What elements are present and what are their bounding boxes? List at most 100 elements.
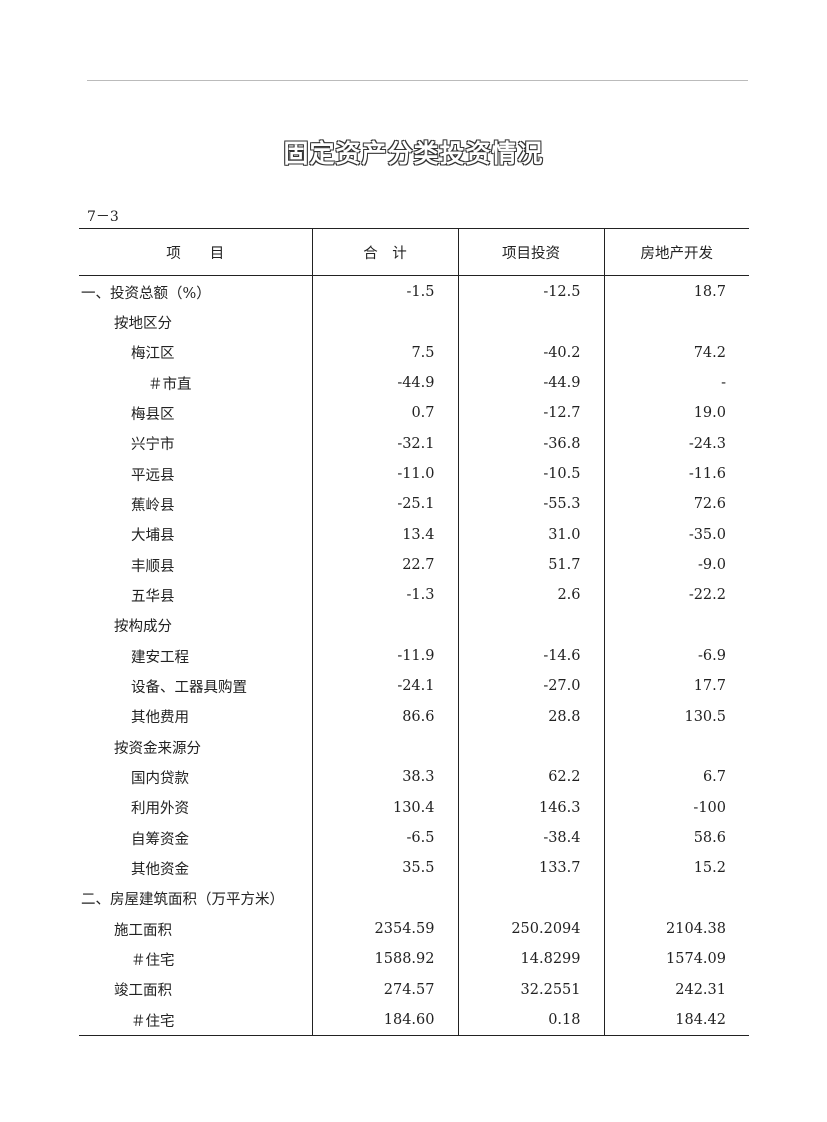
row-label: ＃住宅 [79, 1004, 312, 1037]
table-row: 五华县 -1.3 2.6 -22.2 [79, 580, 749, 611]
row-value: 15.2 [603, 853, 749, 884]
row-value [457, 307, 604, 338]
row-value [457, 731, 604, 763]
row-value [311, 731, 458, 763]
table-row: ＃住宅 184.60 0.18 184.42 [79, 1004, 749, 1037]
table-row: 竣工面积 274.57 32.2551 242.31 [79, 974, 749, 1005]
row-value: 19.0 [603, 398, 749, 429]
table-row: 其他费用 86.6 28.8 130.5 [79, 701, 749, 732]
row-label: 竣工面积 [114, 983, 172, 1000]
row-label: 梅县区 [131, 406, 175, 423]
row-value: 22.7 [311, 549, 458, 581]
row-value: 31.0 [457, 519, 604, 550]
row-label: ＃住宅 [131, 952, 175, 969]
row-value: 130.4 [311, 792, 458, 823]
header-item: 项 目 [79, 228, 312, 276]
row-value [311, 883, 458, 914]
table-row: 二、房屋建筑面积（万平方米） [79, 883, 749, 914]
row-value: 51.7 [457, 549, 604, 581]
table-row: 国内贷款 38.3 62.2 6.7 [79, 762, 749, 793]
row-label: 建安工程 [131, 649, 189, 666]
table-row: 平远县 -11.0 -10.5 -11.6 [79, 458, 749, 490]
row-value: -14.6 [457, 640, 604, 672]
row-value: -27.0 [457, 671, 604, 702]
page-title: 固定资产分类投资情况 [283, 139, 544, 168]
row-value: 32.2551 [457, 974, 604, 1005]
table-row: 自筹资金 -6.5 -38.4 58.6 [79, 822, 749, 854]
row-value: 14.8299 [457, 944, 604, 975]
row-value: -24.3 [603, 428, 749, 459]
table-row: 一、投资总额（%） -1.5 -12.5 18.7 [79, 275, 749, 308]
header-rule [87, 80, 748, 81]
table-row: 按地区分 [79, 307, 749, 338]
row-value [603, 883, 749, 914]
row-value: 0.7 [311, 398, 458, 429]
row-value [311, 610, 458, 641]
table-row: 按资金来源分 [79, 731, 749, 763]
row-value: -22.2 [603, 580, 749, 611]
investment-table: 项 目 合 计 项目投资 房地产开发 一、投资总额（%） -1.5 -12.5 18.… [79, 228, 749, 1037]
table-row: 梅江区 7.5 -40.2 74.2 [79, 337, 749, 368]
row-value: 2104.38 [603, 913, 749, 945]
row-value: -55.3 [457, 489, 604, 520]
row-value: -11.0 [311, 458, 458, 490]
row-value: 250.2094 [457, 913, 604, 945]
table-row: 其他资金 35.5 133.7 15.2 [79, 853, 749, 884]
header-total: 合 计 [311, 228, 458, 276]
row-value: 2354.59 [311, 913, 458, 945]
row-value: 58.6 [603, 822, 749, 854]
row-value: 146.3 [457, 792, 604, 823]
row-value: 74.2 [603, 337, 749, 368]
row-label: 大埔县 [131, 528, 175, 545]
row-label: 梅江区 [131, 346, 175, 363]
row-label: 按资金来源分 [114, 740, 201, 757]
row-value [457, 610, 604, 641]
table-row: 兴宁市 -32.1 -36.8 -24.3 [79, 428, 749, 459]
row-label: 二、房屋建筑面积（万平方米） [81, 892, 284, 909]
table-row: ＃市直 -44.9 -44.9- [79, 367, 749, 399]
row-value: 2.6 [457, 580, 604, 611]
table-row: 大埔县 13.4 31.0 -35.0 [79, 519, 749, 550]
row-value: -10.5 [457, 458, 604, 490]
row-value: 133.7 [457, 853, 604, 884]
row-value: -6.9 [603, 640, 749, 672]
row-value: -1.5 [311, 275, 458, 308]
row-value: -36.8 [457, 428, 604, 459]
row-label: 自筹资金 [131, 831, 189, 848]
row-label: 其他费用 [131, 710, 189, 727]
row-value: -35.0 [603, 519, 749, 550]
row-value: 1574.09 [603, 944, 749, 975]
row-value: -11.6 [603, 458, 749, 490]
row-value [603, 610, 749, 641]
row-value: -38.4 [457, 822, 604, 854]
row-label: 其他资金 [131, 861, 189, 878]
row-value: 0.18 [457, 1004, 604, 1037]
table-row: 施工面积 2354.59 250.2094 2104.38 [79, 913, 749, 945]
row-label: 按地区分 [114, 315, 172, 332]
table-row: 利用外资 130.4 146.3 -100 [79, 792, 749, 823]
row-label: 利用外资 [131, 801, 189, 818]
row-value: 35.5 [311, 853, 458, 884]
row-label: 蕉岭县 [131, 497, 175, 514]
row-value: 86.6 [311, 701, 458, 732]
row-value: 13.4 [311, 519, 458, 550]
row-value: 72.6 [603, 489, 749, 520]
row-value: 184.60 [311, 1004, 458, 1037]
row-value: 38.3 [311, 762, 458, 793]
table-row: 建安工程 -11.9 -14.6 -6.9 [79, 640, 749, 672]
row-value: 1588.92 [311, 944, 458, 975]
row-value: 274.57 [311, 974, 458, 1005]
row-value [603, 307, 749, 338]
row-value: -11.9 [311, 640, 458, 672]
table-row: 梅县区 0.7 -12.7 19.0 [79, 398, 749, 429]
header-real-estate: 房地产开发 [603, 228, 749, 276]
row-value: -44.9 [457, 367, 604, 399]
table-row: ＃住宅 1588.92 14.8299 1574.09 [79, 944, 749, 975]
row-value: -12.5 [457, 275, 604, 308]
row-value: 6.7 [603, 762, 749, 793]
row-value [311, 307, 458, 338]
row-value: 62.2 [457, 762, 604, 793]
row-value: -6.5 [311, 822, 458, 854]
row-value: - [603, 367, 749, 399]
row-label: 平远县 [131, 467, 175, 484]
